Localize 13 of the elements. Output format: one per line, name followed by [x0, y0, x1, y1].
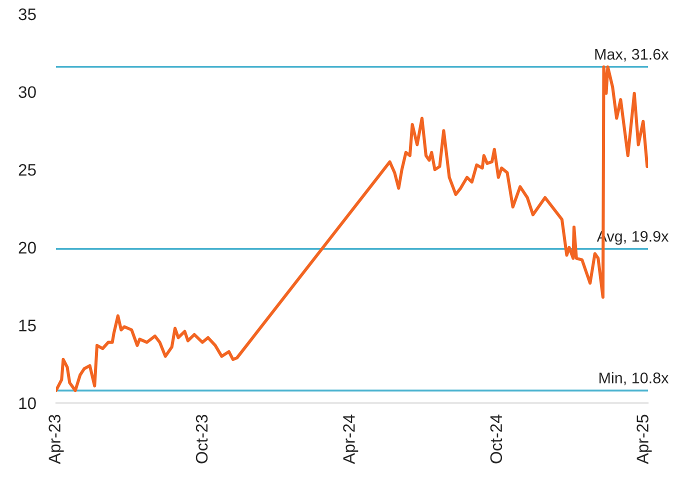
x-tick-label: Apr-25	[636, 414, 652, 464]
x-tick-label: Oct-23	[196, 414, 208, 464]
y-tick-label: 35	[18, 8, 36, 20]
x-tick-label: Oct-24	[490, 414, 502, 464]
ref-line-label: Max, 31.6x	[595, 48, 669, 62]
y-tick-label: 20	[18, 242, 36, 254]
y-tick-label: 25	[18, 164, 36, 176]
ref-line-label: Min, 10.8x	[599, 372, 669, 386]
x-tick-label: Apr-23	[48, 414, 64, 464]
y-tick-label: 15	[19, 320, 36, 332]
y-tick-label: 30	[18, 86, 36, 98]
x-tick-label: Apr-24	[343, 414, 358, 464]
y-tick-label: 10	[19, 397, 36, 410]
